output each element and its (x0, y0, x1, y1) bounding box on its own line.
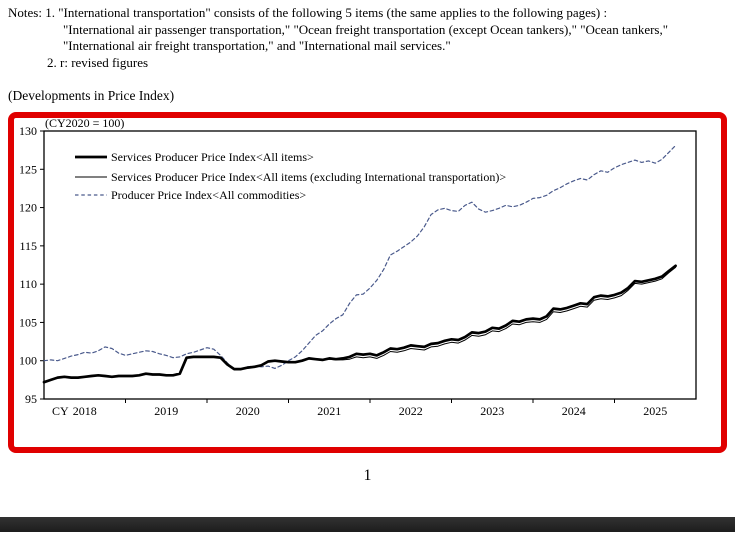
svg-text:2024: 2024 (562, 404, 586, 418)
svg-text:2020: 2020 (236, 404, 260, 418)
svg-text:2021: 2021 (317, 404, 341, 418)
svg-text:2019: 2019 (154, 404, 178, 418)
section-title: (Developments in Price Index) (8, 88, 175, 103)
svg-text:115: 115 (19, 239, 37, 253)
note-line-2: "International air passenger transportat… (63, 21, 669, 37)
svg-text:2023: 2023 (480, 404, 504, 418)
svg-text:120: 120 (19, 201, 37, 215)
svg-text:Services Producer Price Index<: Services Producer Price Index<All items … (111, 170, 506, 184)
svg-text:2018: 2018 (73, 404, 97, 418)
svg-text:125: 125 (19, 162, 37, 176)
svg-text:Services Producer Price Index<: Services Producer Price Index<All items> (111, 150, 314, 164)
notes-block: Notes: 1. "International transportation"… (8, 5, 668, 71)
svg-text:100: 100 (19, 354, 37, 368)
chart-highlight-frame: (CY2020 = 100) 95 100 105 110 115 120 125 130 CY 2… (8, 112, 727, 453)
svg-text:95: 95 (25, 392, 37, 406)
svg-text:110: 110 (19, 277, 37, 291)
svg-text:2022: 2022 (399, 404, 423, 418)
note-line-1: Notes: 1. "International transportation"… (8, 5, 608, 20)
svg-text:Producer Price Index<All commo: Producer Price Index<All commodities> (111, 188, 306, 202)
price-index-chart: (CY2020 = 100) 95 100 105 110 115 120 125 130 CY 2… (19, 118, 697, 418)
svg-text:2025: 2025 (643, 404, 667, 418)
page-number: 1 (363, 467, 372, 484)
note-line-4: 2. r: revised figures (47, 54, 149, 70)
footer-bar (0, 517, 735, 532)
svg-text:130: 130 (19, 124, 37, 138)
svg-text:105: 105 (19, 315, 37, 329)
svg-text:(CY2020 = 100): (CY2020 = 100) (45, 118, 124, 130)
note-line-3: "International air freight transportatio… (63, 38, 451, 53)
svg-text:CY: CY (52, 404, 69, 418)
